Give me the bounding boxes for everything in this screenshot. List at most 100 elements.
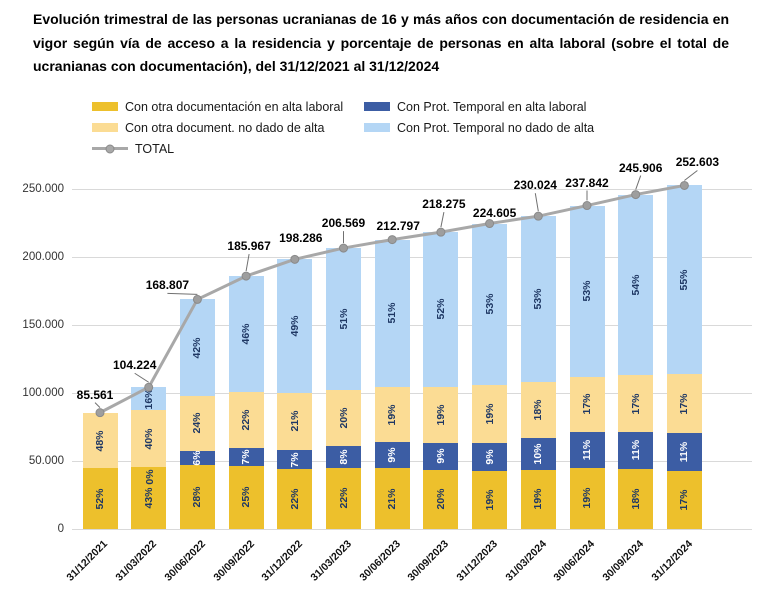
segment-percent-label: 51% xyxy=(386,302,399,324)
bar-segment: 21% xyxy=(277,392,313,450)
segment-percent-label: 49% xyxy=(288,315,301,337)
y-axis-tick: 100.000 xyxy=(22,387,64,399)
bar-segment: 9% xyxy=(374,442,410,469)
x-axis-label: 30/06/2023 xyxy=(357,538,403,584)
chart-title: Evolución trimestral de las personas ucr… xyxy=(33,11,729,74)
x-axis-label: 31/03/2024 xyxy=(503,538,549,584)
total-value-label: 104.224 xyxy=(112,358,157,373)
total-value-label: 237.842 xyxy=(565,175,609,190)
bar-segment: 19% xyxy=(520,469,556,529)
bar-segment: 19% xyxy=(472,385,508,444)
segment-percent-label: 16% xyxy=(142,388,155,410)
bar-segment: 24% xyxy=(179,395,215,451)
segment-percent-label: 22% xyxy=(288,488,301,510)
segment-percent-label: 19% xyxy=(581,487,593,509)
bar-segment: 28% xyxy=(179,464,215,529)
legend-label: Con otra documentación en alta laboral xyxy=(125,99,344,114)
total-value-label: 198.286 xyxy=(279,231,323,246)
segment-percent-label: 7% xyxy=(288,451,301,468)
segment-percent-label: 9% xyxy=(483,449,496,465)
total-value-label: 168.807 xyxy=(145,278,190,293)
bar-segment: 19% xyxy=(472,470,508,529)
legend-item-total: TOTAL xyxy=(92,142,364,156)
total-value-label: 218.275 xyxy=(422,197,466,212)
bar-segment: 40% xyxy=(131,410,167,468)
x-axis-label: 31/12/2022 xyxy=(259,538,306,584)
y-axis-tick: 200.000 xyxy=(22,251,64,263)
segment-percent-label: 11% xyxy=(581,439,593,460)
segment-percent-label: 52% xyxy=(94,488,106,510)
x-axis-label: 30/09/2024 xyxy=(600,538,647,584)
segment-percent-label: 9% xyxy=(434,448,447,464)
bar-segment: 18% xyxy=(618,468,654,529)
legend-total-line-icon xyxy=(92,144,128,153)
segment-percent-label: 8% xyxy=(337,449,350,465)
segment-percent-label: 7% xyxy=(240,449,253,465)
bar-segment: 7% xyxy=(228,448,264,466)
x-axis-label: 31/03/2023 xyxy=(308,538,354,584)
total-value-label: 85.561 xyxy=(76,387,114,402)
x-axis-label: 31/03/2022 xyxy=(113,538,160,584)
bar-segment: 22% xyxy=(277,469,313,529)
segment-percent-label: 19% xyxy=(483,403,496,425)
bar-segment: 53% xyxy=(569,205,605,377)
legend-item-prot-temporal-no-alta: Con Prot. Temporal no dado de alta xyxy=(364,121,594,135)
segment-percent-label: 17% xyxy=(678,393,691,415)
y-axis-tick: 50.000 xyxy=(28,455,64,467)
total-value-label: 230.024 xyxy=(513,178,557,193)
segment-percent-label: 19% xyxy=(434,404,447,426)
segment-percent-label: 11% xyxy=(678,441,691,462)
bar-segment: 21% xyxy=(374,468,410,529)
segment-percent-label: 22% xyxy=(337,487,350,509)
bar-segment: 48% xyxy=(82,412,118,469)
bar-segment: 55% xyxy=(666,185,702,375)
x-axis-label: 30/06/2024 xyxy=(551,538,598,584)
bar-segment: 10% xyxy=(520,438,556,470)
total-value-label: 224.605 xyxy=(472,205,517,220)
bar-segment: 52% xyxy=(423,232,459,387)
bar-segment: 11% xyxy=(569,431,605,468)
bar-segment: 22% xyxy=(326,467,361,529)
bar-segment: 51% xyxy=(374,239,410,388)
segment-percent-label: 46% xyxy=(240,323,253,345)
segment-percent-label: 0% xyxy=(143,469,156,486)
bar-segment: 19% xyxy=(374,387,410,443)
segment-percent-label: 21% xyxy=(386,488,399,510)
segment-percent-label: 9% xyxy=(386,447,399,463)
bar-segment: 19% xyxy=(423,386,459,443)
segment-percent-label: 53% xyxy=(483,293,496,315)
legend-item-otra-doc-alta: Con otra documentación en alta laboral xyxy=(92,100,364,114)
legend-label: Con otra document. no dado de alta xyxy=(125,120,325,135)
bar-segment: 17% xyxy=(666,374,702,433)
gridline xyxy=(72,460,752,462)
segment-percent-label: 20% xyxy=(337,407,350,429)
segment-percent-label: 17% xyxy=(629,393,642,415)
bar-segment: 53% xyxy=(472,223,508,386)
x-axis-label: 31/12/2023 xyxy=(454,538,501,584)
legend-swatch-light-blue xyxy=(364,123,390,132)
bar-segment: 25% xyxy=(228,465,264,529)
segment-percent-label: 40% xyxy=(142,428,155,450)
bar-segment: 53% xyxy=(520,216,556,382)
segment-percent-label: 19% xyxy=(386,404,399,426)
x-axis-label: 30/06/2022 xyxy=(162,538,208,584)
bar-segment: 19% xyxy=(569,467,605,529)
y-axis-tick: 250.000 xyxy=(22,183,64,195)
total-value-label: 252.603 xyxy=(675,155,720,170)
bar-segment: 9% xyxy=(423,442,459,470)
segment-percent-label: 17% xyxy=(581,393,593,415)
x-axis-label: 30/09/2023 xyxy=(405,538,452,584)
bar-segment: 11% xyxy=(666,432,702,471)
segment-percent-label: 48% xyxy=(94,430,106,452)
bar-segment: 52% xyxy=(82,468,118,529)
gridline xyxy=(72,528,752,530)
bar-segment: 51% xyxy=(326,248,361,390)
segment-percent-label: 21% xyxy=(288,410,301,432)
bar-segment: 6% xyxy=(179,450,215,465)
segment-percent-label: 24% xyxy=(191,412,204,434)
x-axis-label: 31/12/2024 xyxy=(649,538,695,584)
segment-percent-label: 28% xyxy=(191,486,204,508)
segment-percent-label: 18% xyxy=(532,399,545,421)
bar-segment: 11% xyxy=(618,432,654,469)
